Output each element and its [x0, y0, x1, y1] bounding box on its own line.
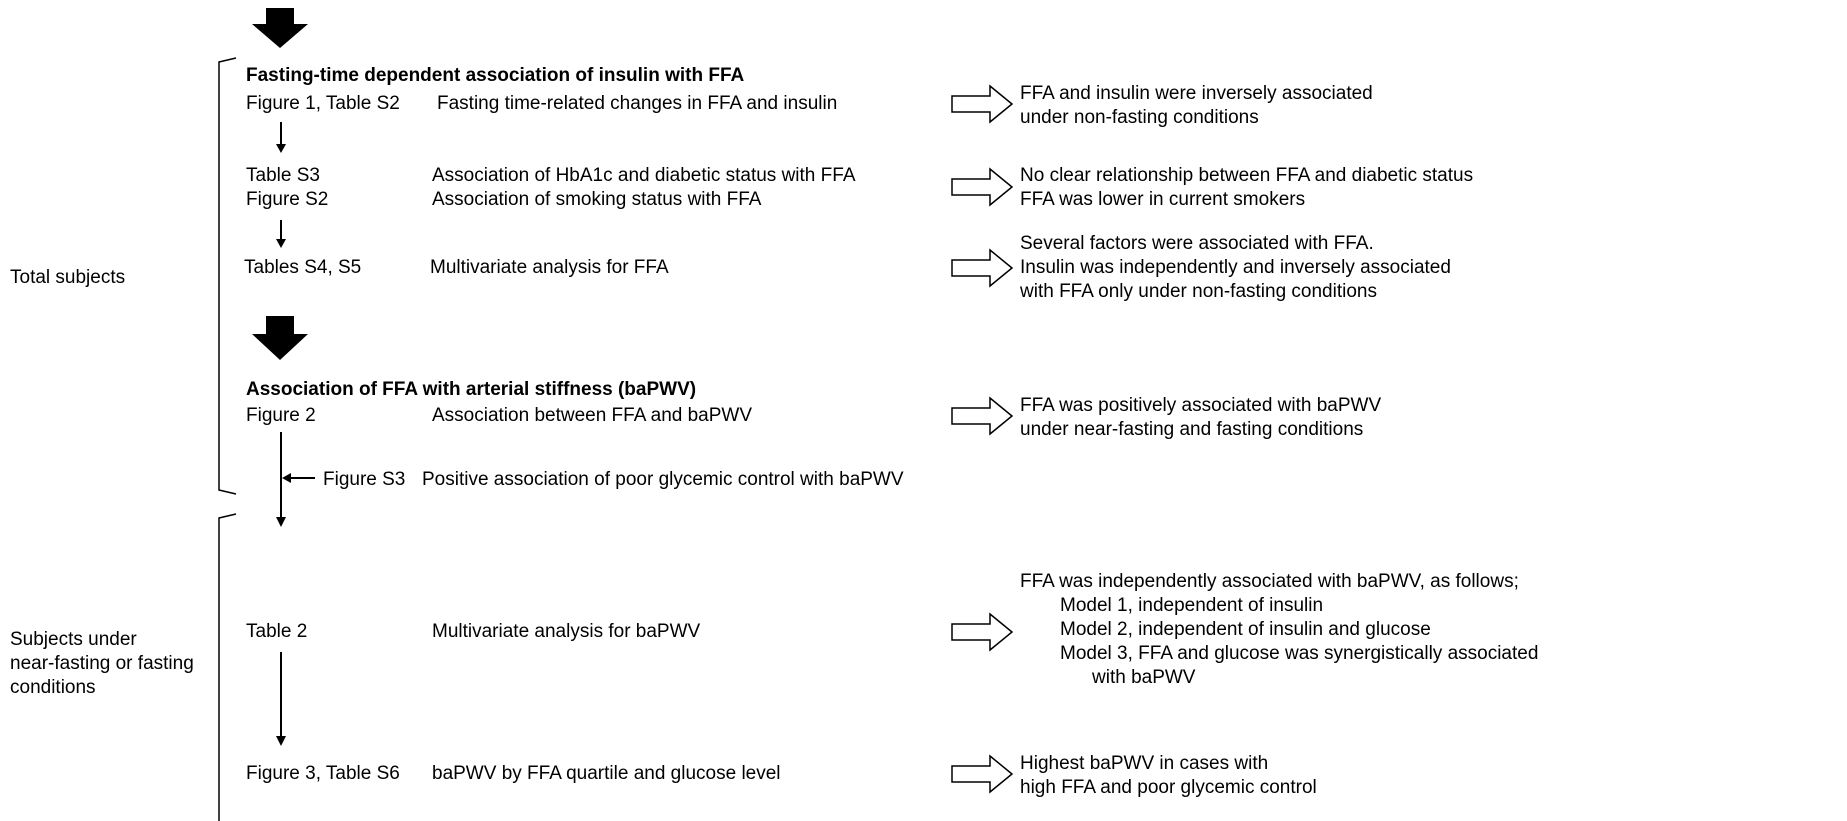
hollow-arrow [951, 612, 1014, 652]
description: Multivariate analysis for FFA [430, 257, 669, 278]
bracket [218, 57, 237, 495]
description: Fasting time-related changes in FFA and … [437, 93, 837, 114]
hollow-arrow [951, 84, 1014, 124]
group-label: near-fasting or fasting [10, 653, 194, 674]
finding: Insulin was independently and inversely … [1020, 257, 1451, 278]
side-note-ref: Figure S3 [323, 469, 405, 490]
finding: FFA was independently associated with ba… [1020, 571, 1519, 592]
description: Association of smoking status with FFA [432, 189, 762, 210]
finding: with FFA only under non-fasting conditio… [1019, 281, 1377, 302]
description: baPWV by FFA quartile and glucose level [432, 763, 781, 784]
group-label: conditions [10, 677, 96, 698]
side-note-description: Positive association of poor glycemic co… [422, 469, 904, 490]
finding: under non-fasting conditions [1020, 107, 1259, 128]
finding: No clear relationship between FFA and di… [1020, 165, 1473, 186]
group-label: Subjects under [10, 629, 137, 650]
reference: Table S3 [246, 165, 320, 186]
reference: Figure 1, Table S2 [246, 93, 400, 114]
finding: FFA and insulin were inversely associate… [1020, 83, 1373, 104]
finding: Highest baPWV in cases with [1020, 753, 1268, 774]
big-arrow [252, 8, 308, 48]
reference: Figure S2 [246, 189, 328, 210]
finding: FFA was positively associated with baPWV [1020, 395, 1381, 416]
finding: with baPWV [1091, 667, 1196, 688]
reference: Tables S4, S5 [244, 257, 361, 278]
result-arrows [951, 84, 1014, 794]
finding: under near-fasting and fasting condition… [1020, 419, 1363, 440]
big-arrow [252, 316, 308, 360]
finding: Model 2, independent of insulin and gluc… [1060, 619, 1431, 640]
bracket [218, 513, 237, 821]
finding: Model 1, independent of insulin [1060, 595, 1323, 616]
hollow-arrow [951, 754, 1014, 794]
finding: Model 3, FFA and glucose was synergistic… [1060, 643, 1538, 664]
flow-arrows [276, 122, 315, 746]
description: Multivariate analysis for baPWV [432, 621, 701, 642]
reference: Figure 3, Table S6 [246, 763, 400, 784]
section-title: Association of FFA with arterial stiffne… [246, 379, 696, 400]
finding: Several factors were associated with FFA… [1020, 233, 1374, 254]
section-title: Fasting-time dependent association of in… [246, 65, 745, 86]
reference: Table 2 [246, 621, 307, 642]
hollow-arrow [951, 167, 1014, 207]
group-label: Total subjects [10, 267, 125, 288]
finding: FFA was lower in current smokers [1020, 189, 1305, 210]
description: Association between FFA and baPWV [432, 405, 752, 426]
hollow-arrow [951, 248, 1014, 288]
finding: high FFA and poor glycemic control [1020, 777, 1317, 798]
reference: Figure 2 [246, 405, 316, 426]
description: Association of HbA1c and diabetic status… [432, 165, 856, 186]
hollow-arrow [951, 396, 1014, 436]
